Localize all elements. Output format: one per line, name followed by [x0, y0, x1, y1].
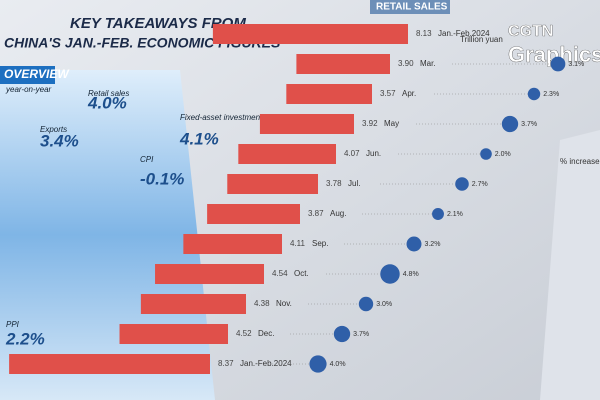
growth-label: 3.0% — [376, 301, 392, 308]
growth-label: 2.0% — [495, 151, 511, 158]
retail-value: 3.78 — [326, 179, 342, 188]
overview-value: -0.1% — [140, 169, 184, 188]
retail-bar — [140, 294, 246, 314]
retail-tab-text: RETAIL SALES — [376, 2, 448, 13]
growth-dot — [309, 355, 327, 373]
growth-dot — [527, 87, 541, 101]
growth-dot — [432, 208, 444, 220]
growth-dot — [501, 115, 519, 133]
overview-label: Exports — [40, 125, 67, 134]
retail-value: 4.54 — [272, 269, 288, 278]
retail-value: 8.13 — [416, 29, 432, 38]
side-label: % increase — [560, 157, 600, 166]
retail-bar — [259, 114, 354, 134]
retail-period: Nov. — [276, 299, 292, 308]
retail-period: Oct. — [294, 269, 309, 278]
overview-note: year-on-year — [5, 85, 52, 94]
side-panel — [540, 130, 600, 400]
overview-panel — [0, 70, 215, 400]
retail-period: Jul. — [348, 179, 360, 188]
retail-period: May — [384, 119, 399, 128]
overview-label: Retail sales — [88, 89, 129, 98]
retail-value: 4.52 — [236, 329, 252, 338]
overview-label: CPI — [140, 155, 154, 164]
title: CHINA'S JAN.-FEB. ECONOMIC FIGURES — [4, 35, 281, 51]
retail-period: Jan.-Feb.2024 — [438, 29, 490, 38]
retail-value: 4.38 — [254, 299, 270, 308]
retail-period: Sep. — [312, 239, 328, 248]
retail-period: Mar. — [420, 59, 436, 68]
retail-tab — [370, 0, 450, 14]
growth-label: 4.0% — [330, 361, 346, 368]
retail-period: Dec. — [258, 329, 274, 338]
retail-value: 3.90 — [398, 59, 414, 68]
overview-tab — [0, 66, 55, 84]
overview-value: 4.1% — [179, 129, 219, 148]
growth-dot — [358, 296, 374, 312]
growth-label: 2.3% — [543, 91, 559, 98]
overview-label: Fixed-asset investment — [180, 113, 263, 122]
retail-value: 3.92 — [362, 119, 378, 128]
retail-value: 3.87 — [308, 209, 324, 218]
growth-dot — [550, 56, 566, 72]
retail-bar — [119, 324, 228, 344]
growth-label: 4.8% — [403, 271, 419, 278]
overview-label: PPI — [6, 320, 20, 329]
growth-label: 3.7% — [521, 121, 537, 128]
retail-value: 3.57 — [380, 89, 396, 98]
growth-dot — [380, 264, 400, 284]
growth-label: 2.1% — [447, 211, 463, 218]
retail-bar — [238, 144, 336, 164]
retail-value: 4.11 — [290, 239, 306, 248]
retail-period: Jan.-Feb.2024 — [240, 359, 292, 368]
retail-bar — [207, 204, 300, 224]
growth-label: 3.2% — [424, 241, 440, 248]
overview-value: 4.0% — [87, 93, 127, 112]
retail-value: 4.07 — [344, 149, 360, 158]
logo: CGTN — [508, 23, 553, 40]
growth-dot — [455, 177, 469, 191]
retail-period: Apr. — [402, 89, 416, 98]
retail-bar — [286, 84, 372, 104]
retail-bar — [9, 354, 211, 374]
growth-label: 3.1% — [568, 61, 584, 68]
overview-tab-text: OVERVIEW — [4, 67, 70, 81]
growth-label: 3.7% — [353, 331, 369, 338]
unit: Trillion yuan — [460, 35, 503, 44]
overview-value: 2.2% — [5, 329, 45, 348]
retail-bar — [155, 264, 264, 284]
overview-value: 3.4% — [40, 131, 79, 150]
retail-bar — [212, 24, 408, 44]
growth-dot — [480, 148, 492, 160]
retail-period: Jun. — [366, 149, 381, 158]
growth-label: 2.7% — [472, 181, 488, 188]
retail-period: Aug. — [330, 209, 346, 218]
retail-value: 8.37 — [218, 359, 234, 368]
retail-bar — [183, 234, 282, 254]
growth-dot — [406, 236, 422, 252]
retail-bar — [296, 54, 390, 74]
growth-dot — [333, 325, 351, 343]
retail-bar — [227, 174, 318, 194]
title: KEY TAKEAWAYS FROM — [70, 15, 246, 32]
